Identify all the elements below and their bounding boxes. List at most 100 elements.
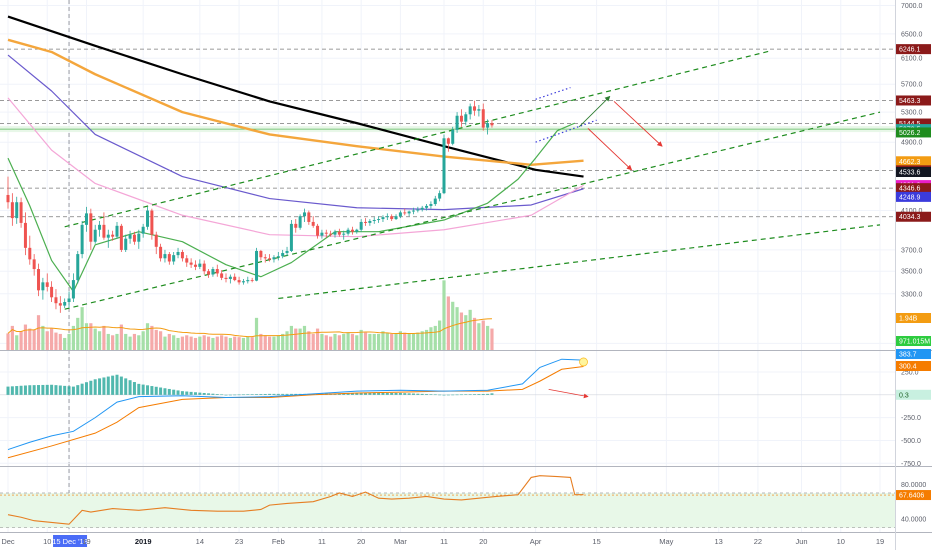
volume-bar [58,333,62,350]
volume-bar [468,309,472,350]
projection-arrow[interactable] [587,128,633,171]
tag-label: 1.94B [899,316,918,323]
time-label: 11 [440,537,448,546]
tag-background [896,44,931,55]
tag-background [896,349,931,359]
macd-histogram-bar [176,390,180,395]
candle-body [237,280,241,283]
volume-bar [198,336,202,350]
time-label: 11 [318,537,326,546]
volume-bar [372,333,376,350]
ma-line [7,97,584,238]
macd-histogram-bar [272,393,276,395]
candle-body [481,109,485,128]
tag-label: 67.6406 [899,493,924,500]
candle-body [241,281,245,283]
macd-histogram-bar [150,386,154,395]
candle-body [420,207,424,210]
rsi-tag: 67.6406 [896,490,931,501]
candle-body [477,109,481,111]
macd-histogram-bar [459,394,463,396]
volume-bar [281,333,285,350]
volume-bar [132,333,137,350]
candle-body [80,224,84,255]
volume-bar [416,332,420,350]
macd-histogram-bar [128,380,132,395]
macd-histogram-bar [446,394,450,396]
candle-body [289,223,293,251]
candle-body [15,202,19,219]
candle-body [37,269,41,291]
volume-bar [377,333,381,350]
macd-histogram-bar [50,384,54,395]
candle-body [398,212,402,217]
candle-body [468,106,472,115]
candle-body [93,229,97,242]
tag-background [896,156,931,167]
candle-body [329,233,333,235]
macd-histogram-bar [98,378,102,395]
volume-bar [390,333,394,350]
volume-bar [50,328,54,350]
candle-body [451,129,455,144]
trendline[interactable] [64,50,772,228]
time-label: May [659,537,673,546]
candle-body [459,115,463,122]
candle-body [193,264,197,267]
tag-label: 6246.1 [899,47,921,54]
macd-tick-label: 250.0 [901,369,919,376]
projection-arrows[interactable] [578,95,663,171]
macd-histogram-bar [455,394,459,396]
volume-bar [150,325,154,350]
candle-body [89,213,93,242]
volume-bar [464,315,468,350]
macd-histogram-bar [207,393,211,395]
price-tick-label: 3700.0 [901,247,923,254]
candle-body [215,269,219,274]
price-tick-label: 4900.0 [901,140,923,147]
volume-bar [359,329,363,350]
trendlines[interactable] [64,50,881,310]
candle-body [98,224,102,230]
candle-body [276,256,280,258]
candle-body [298,216,302,228]
candle-body [185,258,189,263]
macd-histogram-bar [154,386,158,395]
macd-histogram-bar [464,394,468,395]
volume-bar [185,335,189,350]
macd-histogram-bar [167,388,171,395]
time-highlight-box [53,535,88,547]
macd-histogram-bar [58,385,62,395]
macd-histogram-bar [224,394,228,396]
ma-line [7,38,584,166]
macd-histogram-bar [215,394,219,395]
volume-bar [102,325,106,350]
moving-averages [7,15,584,293]
projection-arrow[interactable] [613,101,663,147]
trendline[interactable] [535,119,597,143]
candle-body [285,250,289,254]
time-label: 10 [43,537,51,546]
trendline[interactable] [278,224,881,300]
volume-bar [19,331,23,350]
trendline[interactable] [64,111,881,310]
volume-bar [311,333,315,350]
tag-label: 971.015M [899,339,930,346]
volume-bar [211,337,215,350]
price-tag: 4533.6 [896,167,931,178]
candle-body [176,251,180,256]
candle-body [272,257,276,260]
macd-highlight-marker [579,357,588,367]
time-label: 20 [479,537,487,546]
volume-bar [233,336,237,350]
volume-bar [429,327,433,350]
projection-arrow[interactable] [578,95,611,128]
price-tick-label: 3500.0 [901,269,923,276]
candle-body [346,229,350,234]
candle-body [150,210,154,235]
candle-body [111,234,115,237]
price-axis[interactable]: 7000.0 6500.0 6100.0 5700.0 5300.0 4900.0 4100… [901,3,926,524]
